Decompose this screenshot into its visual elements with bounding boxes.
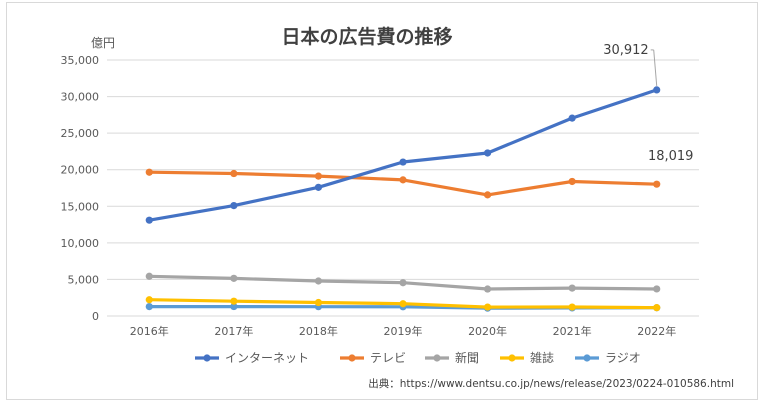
data-point-newspaper [145, 272, 153, 280]
legend-label: テレビ [370, 351, 406, 365]
data-point-magazine [399, 300, 407, 308]
legend-marker [508, 354, 516, 362]
series-line-tv [149, 170, 657, 197]
legend-label: 雑誌 [530, 350, 554, 365]
data-point-magazine [483, 303, 492, 311]
data-point-magazine [653, 304, 661, 312]
data-point-internet [399, 158, 407, 166]
legend-item-tv: テレビ [340, 351, 406, 365]
series-tv [145, 168, 661, 199]
data-point-internet [145, 216, 153, 224]
data-point-radio [145, 303, 153, 311]
y-tick-label: 5,000 [68, 273, 100, 286]
data-point-magazine [568, 303, 576, 311]
x-tick-label: 2021年 [553, 324, 592, 338]
legend-label: ラジオ [605, 351, 641, 365]
data-point-newspaper [568, 284, 576, 292]
y-tick-label: 25,000 [61, 127, 100, 140]
data-point-internet [483, 149, 492, 157]
gridlines [107, 59, 699, 317]
source-note: 出典：https://www.dentsu.co.jp/news/release… [368, 377, 734, 390]
data-point-tv [399, 176, 407, 184]
x-tick-label: 2018年 [299, 324, 338, 338]
series-newspaper [145, 272, 661, 293]
x-axis-ticks: 2016年 2017年 2018年 2019年 2020年 2021年 2022年 [130, 324, 676, 338]
data-point-tv [230, 169, 238, 178]
y-tick-label: 30,000 [61, 91, 100, 104]
data-point-newspaper [483, 285, 492, 293]
x-tick-label: 2019年 [384, 324, 423, 338]
legend-marker [203, 354, 211, 362]
legend-marker [583, 354, 591, 362]
y-tick-label: 0 [92, 310, 99, 323]
data-point-internet [314, 183, 323, 191]
series-line-internet [149, 88, 658, 222]
data-label-internet-2022: 30,912 [603, 43, 649, 58]
data-point-tv [568, 177, 576, 186]
data-point-radio [230, 302, 238, 311]
data-point-newspaper [314, 277, 323, 285]
x-tick-label: 2020年 [468, 324, 507, 338]
data-point-tv [653, 180, 661, 188]
data-point-internet [230, 201, 238, 210]
data-point-internet [653, 86, 661, 94]
x-tick-label: 2016年 [130, 324, 169, 338]
data-point-newspaper [399, 279, 407, 287]
data-point-tv [145, 168, 153, 176]
data-point-tv [483, 191, 492, 199]
x-tick-label: 2017年 [214, 324, 253, 338]
data-point-tv [314, 172, 323, 180]
data-point-internet [568, 114, 576, 122]
legend: インターネット テレビ 新聞 雑誌 ラジオ [195, 350, 641, 365]
legend-label: インターネット [225, 351, 309, 365]
data-callouts: 30,912 18,019 [603, 43, 693, 164]
y-tick-label: 20,000 [61, 164, 100, 177]
legend-item-internet: インターネット [195, 351, 309, 365]
legend-item-radio: ラジオ [575, 351, 641, 365]
y-tick-label: 35,000 [61, 54, 100, 67]
data-point-newspaper [230, 274, 238, 282]
y-tick-label: 15,000 [61, 200, 100, 213]
chart-title: 日本の広告費の推移 [281, 25, 452, 48]
y-tick-label: 10,000 [61, 237, 100, 250]
legend-marker [433, 354, 441, 362]
legend-item-newspaper: 新聞 [425, 350, 479, 365]
data-label-tv-2022: 18,019 [648, 149, 694, 164]
legend-label: 新聞 [455, 350, 479, 365]
series-magazine [145, 296, 661, 312]
y-unit-label: 億円 [91, 36, 115, 50]
chart-svg: 日本の広告費の推移 億円 0 5,000 10,000 15,000 20,000 25,… [61, 25, 735, 390]
series-lines [145, 86, 661, 312]
data-point-magazine [230, 297, 238, 305]
chart-frame: 日本の広告費の推移 億円 0 5,000 10,000 15,000 20,000 25,… [6, 2, 758, 400]
data-point-magazine [145, 296, 153, 304]
y-axis-ticks: 0 5,000 10,000 15,000 20,000 25,000 30,000 35,0… [61, 54, 100, 323]
legend-item-magazine: 雑誌 [500, 350, 554, 365]
data-point-newspaper [653, 285, 661, 293]
legend-marker [348, 354, 356, 362]
x-tick-label: 2022年 [637, 324, 676, 338]
series-internet [145, 86, 661, 224]
callout-leader-internet [653, 49, 658, 86]
data-point-magazine [314, 298, 323, 307]
